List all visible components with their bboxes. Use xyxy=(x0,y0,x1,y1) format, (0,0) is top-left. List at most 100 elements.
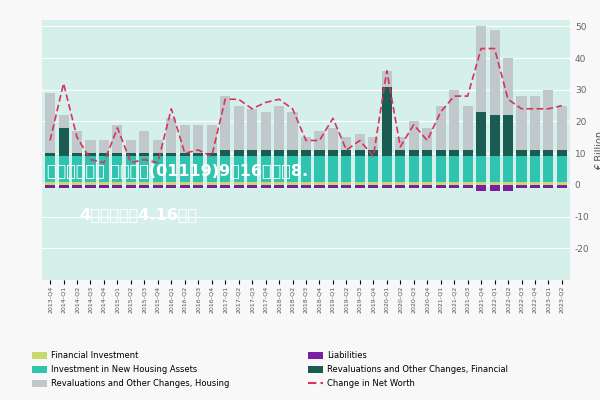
Bar xyxy=(206,153,217,156)
Bar xyxy=(355,134,365,150)
Bar xyxy=(247,150,257,156)
Bar xyxy=(382,185,392,188)
Bar xyxy=(422,150,432,156)
Bar xyxy=(449,156,459,182)
Bar xyxy=(287,156,298,182)
Bar xyxy=(233,156,244,182)
Bar xyxy=(517,182,527,185)
Bar xyxy=(341,156,352,182)
Bar xyxy=(328,185,338,188)
Bar xyxy=(314,131,325,150)
Bar xyxy=(233,106,244,150)
Bar xyxy=(220,150,230,156)
Bar xyxy=(85,185,95,188)
Bar xyxy=(557,156,567,182)
Bar xyxy=(193,185,203,188)
Bar xyxy=(274,182,284,185)
Bar xyxy=(368,150,379,156)
Bar xyxy=(490,115,500,156)
Bar xyxy=(180,125,190,153)
Bar xyxy=(328,156,338,182)
Bar xyxy=(180,156,190,182)
Bar xyxy=(166,185,176,188)
Bar xyxy=(126,153,136,156)
Bar xyxy=(530,96,540,150)
Bar xyxy=(247,182,257,185)
Bar xyxy=(314,185,325,188)
Bar xyxy=(395,137,406,150)
Bar xyxy=(166,118,176,153)
Bar xyxy=(368,156,379,182)
Legend: Liabilities, Revaluations and Other Changes, Financial, Change in Net Worth: Liabilities, Revaluations and Other Chan… xyxy=(304,348,511,392)
Bar xyxy=(409,122,419,150)
Bar xyxy=(260,182,271,185)
Bar xyxy=(206,182,217,185)
Bar xyxy=(355,185,365,188)
Bar xyxy=(139,153,149,156)
Bar xyxy=(490,156,500,182)
Bar xyxy=(544,150,553,156)
Bar xyxy=(85,182,95,185)
Bar xyxy=(490,185,500,191)
Bar xyxy=(180,182,190,185)
Bar xyxy=(544,185,553,188)
Bar xyxy=(112,156,122,182)
Bar xyxy=(260,150,271,156)
Bar xyxy=(260,112,271,150)
Bar xyxy=(436,182,446,185)
Bar xyxy=(112,185,122,188)
Bar xyxy=(355,182,365,185)
Bar xyxy=(72,185,82,188)
Bar xyxy=(153,185,163,188)
Bar xyxy=(287,185,298,188)
Bar xyxy=(59,115,68,128)
Bar xyxy=(220,185,230,188)
Bar xyxy=(287,112,298,150)
Bar xyxy=(341,185,352,188)
Bar xyxy=(476,182,486,185)
Legend: Financial Investment, Investment in New Housing Assets, Revaluations and Other C: Financial Investment, Investment in New … xyxy=(28,348,232,392)
Bar xyxy=(490,30,500,115)
Bar xyxy=(72,156,82,182)
Bar xyxy=(287,182,298,185)
Bar xyxy=(368,182,379,185)
Bar xyxy=(193,125,203,153)
Bar xyxy=(544,156,553,182)
Bar xyxy=(112,125,122,153)
Bar xyxy=(530,185,540,188)
Bar xyxy=(220,182,230,185)
Bar xyxy=(139,185,149,188)
Bar xyxy=(206,156,217,182)
Bar xyxy=(153,153,163,156)
Bar xyxy=(463,106,473,150)
Bar xyxy=(72,182,82,185)
Bar xyxy=(328,150,338,156)
Bar xyxy=(260,156,271,182)
Bar xyxy=(233,182,244,185)
Bar xyxy=(557,182,567,185)
Bar xyxy=(382,71,392,86)
Bar xyxy=(436,185,446,188)
Bar xyxy=(436,106,446,150)
Bar xyxy=(463,150,473,156)
Bar xyxy=(301,137,311,150)
Bar xyxy=(112,153,122,156)
Bar xyxy=(355,156,365,182)
Bar xyxy=(476,26,486,112)
Bar xyxy=(193,182,203,185)
Bar xyxy=(126,140,136,153)
Bar xyxy=(59,182,68,185)
Bar xyxy=(422,185,432,188)
Bar xyxy=(180,185,190,188)
Bar xyxy=(85,153,95,156)
Bar xyxy=(287,150,298,156)
Bar xyxy=(503,58,513,115)
Bar xyxy=(395,185,406,188)
Bar xyxy=(139,156,149,182)
Bar xyxy=(422,128,432,150)
Bar xyxy=(206,125,217,153)
Bar xyxy=(99,140,109,153)
Bar xyxy=(126,156,136,182)
Bar xyxy=(368,137,379,150)
Bar xyxy=(517,96,527,150)
